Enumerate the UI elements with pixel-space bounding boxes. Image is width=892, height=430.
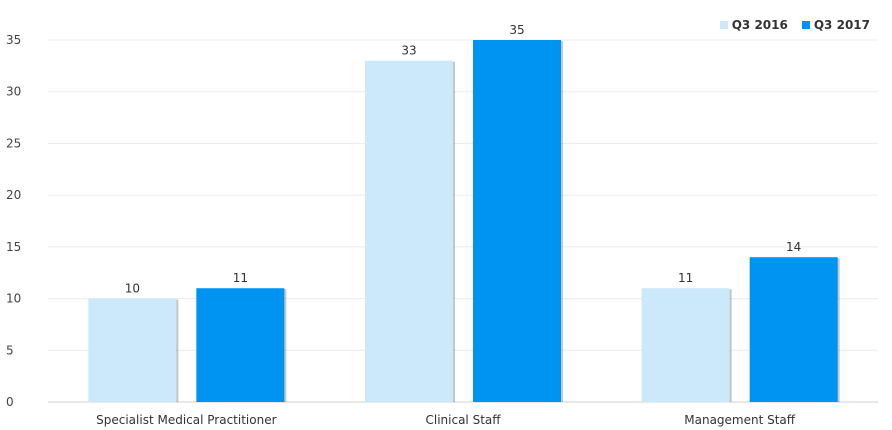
data-label-3-series-1: 11 bbox=[678, 271, 693, 285]
legend-item-series-2[interactable]: Q3 2017 bbox=[801, 18, 870, 32]
legend-label-series-2: Q3 2017 bbox=[813, 18, 870, 32]
x-category-label-3: Management Staff bbox=[684, 413, 796, 427]
y-tick-label-15: 15 bbox=[6, 240, 21, 254]
x-category-label-1: Specialist Medical Practitioner bbox=[96, 413, 276, 427]
y-tick-label-35: 35 bbox=[6, 33, 21, 47]
bar-2-series-1[interactable] bbox=[365, 60, 453, 402]
data-label-1-series-2: 11 bbox=[233, 271, 248, 285]
y-tick-label-5: 5 bbox=[6, 343, 14, 357]
chart-legend: Q3 2016 Q3 2017 bbox=[719, 18, 870, 32]
data-label-1-series-1: 10 bbox=[125, 282, 140, 296]
legend-swatch-series-1 bbox=[719, 21, 728, 29]
bar-3-series-1[interactable] bbox=[641, 288, 730, 402]
y-tick-label-20: 20 bbox=[6, 188, 21, 202]
bar-2-series-2[interactable] bbox=[473, 40, 561, 402]
legend-label-series-1: Q3 2016 bbox=[731, 18, 788, 32]
data-label-2-series-1: 33 bbox=[401, 44, 416, 58]
bar-1-series-1[interactable] bbox=[88, 298, 177, 402]
y-tick-label-25: 25 bbox=[6, 136, 21, 150]
y-tick-label-30: 30 bbox=[6, 85, 21, 99]
y-tick-label-10: 10 bbox=[6, 292, 21, 306]
y-tick-label-0: 0 bbox=[6, 395, 14, 409]
legend-item-series-1[interactable]: Q3 2016 bbox=[719, 18, 788, 32]
x-category-label-2: Clinical Staff bbox=[425, 413, 501, 427]
data-label-2-series-2: 35 bbox=[509, 23, 524, 37]
legend-swatch-series-2 bbox=[801, 21, 810, 29]
bar-1-series-2[interactable] bbox=[196, 288, 285, 402]
data-label-3-series-2: 14 bbox=[786, 240, 801, 254]
bar-3-series-2[interactable] bbox=[749, 257, 838, 402]
